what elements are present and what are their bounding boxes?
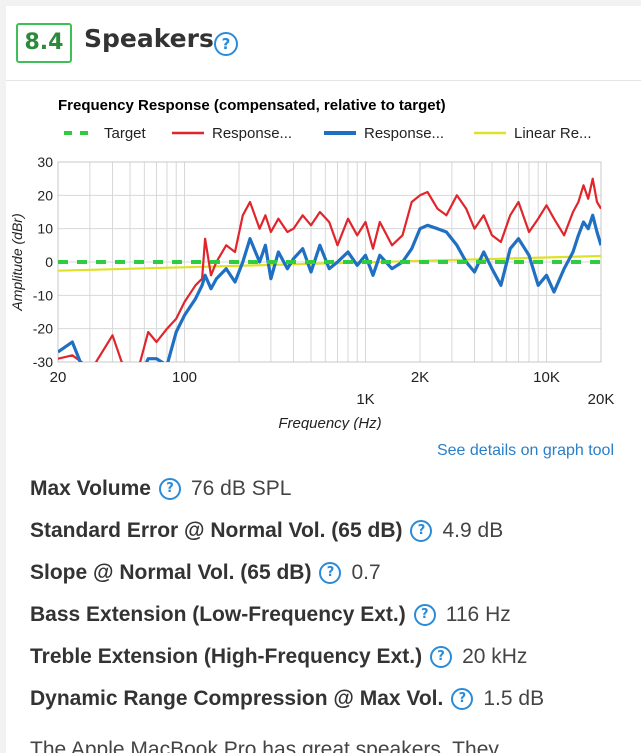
x-axis-ticks: 20 100 1K 2K 10K 20K — [50, 369, 615, 408]
x-tick-label: 10K — [533, 369, 560, 386]
legend-label: Linear Re... — [514, 125, 592, 142]
x-tick-label: 2K — [411, 369, 429, 386]
y-tick-label: -30 — [33, 354, 53, 370]
description-text: The Apple MacBook Pro has great speakers… — [30, 738, 499, 753]
stat-label: Max Volume — [30, 477, 151, 500]
frequency-response-chart: Frequency Response (compensated, relativ… — [6, 90, 641, 432]
x-tick-label: 20 — [50, 369, 67, 386]
y-tick-label: 0 — [45, 254, 53, 270]
y-axis-ticks: 30 20 10 0 -10 -20 -30 — [33, 154, 53, 370]
stat-standard-error: Standard Error @ Normal Vol. (65 dB)? 4.9… — [30, 510, 630, 552]
y-tick-label: 30 — [37, 154, 53, 170]
stat-slope: Slope @ Normal Vol. (65 dB)? 0.7 — [30, 552, 630, 594]
question-circle-icon[interactable]: ? — [214, 32, 238, 56]
stat-label: Dynamic Range Compression @ Max Vol. — [30, 687, 444, 710]
stat-bass-extension: Bass Extension (Low-Frequency Ext.)? 116 … — [30, 594, 630, 636]
stat-max-volume: Max Volume? 76 dB SPL — [30, 468, 630, 510]
question-circle-icon[interactable]: ? — [451, 688, 474, 710]
question-circle-icon[interactable]: ? — [410, 520, 433, 542]
legend-label: Response... — [364, 125, 444, 142]
stat-value: 20 kHz — [462, 645, 528, 668]
question-circle-icon[interactable]: ? — [430, 646, 453, 668]
stat-treble-extension: Treble Extension (High-Frequency Ext.)? 2… — [30, 636, 630, 678]
legend-label: Response... — [212, 125, 292, 142]
y-tick-label: -20 — [33, 321, 53, 337]
stat-value: 116 Hz — [445, 603, 511, 626]
speakers-card: 8.4 Speakers ? Frequency Response (compe… — [6, 6, 641, 753]
chart-series — [58, 177, 601, 362]
chart-legend: Target Response... Response... Linear Re... — [64, 125, 592, 142]
stat-value: 0.7 — [351, 561, 381, 584]
chart-title: Frequency Response (compensated, relativ… — [58, 97, 446, 114]
stats-list: Max Volume? 76 dB SPL Standard Error @ No… — [30, 468, 630, 720]
chart-svg: Frequency Response (compensated, relativ… — [9, 97, 615, 432]
score-badge: 8.4 — [16, 23, 72, 63]
see-details-link[interactable]: See details on graph tool — [436, 442, 614, 459]
stat-label: Bass Extension (Low-Frequency Ext.) — [30, 603, 406, 626]
x-tick-label: 20K — [588, 391, 615, 408]
section-title: Speakers — [84, 24, 214, 53]
stat-label: Treble Extension (High-Frequency Ext.) — [30, 645, 423, 668]
x-tick-label: 1K — [356, 391, 374, 408]
y-tick-label: 20 — [37, 187, 53, 203]
stat-dynamic-range-compression: Dynamic Range Compression @ Max Vol.? 1.5… — [30, 678, 630, 720]
question-circle-icon[interactable]: ? — [413, 604, 436, 626]
y-tick-label: 10 — [37, 221, 53, 237]
section-header: 8.4 Speakers ? — [6, 6, 641, 81]
question-circle-icon[interactable]: ? — [158, 478, 181, 500]
stat-value: 4.9 dB — [442, 519, 504, 542]
stat-value: 76 dB SPL — [190, 477, 292, 500]
stat-label: Slope @ Normal Vol. (65 dB) — [30, 561, 312, 584]
y-tick-label: -10 — [33, 287, 53, 303]
stat-label: Standard Error @ Normal Vol. (65 dB) — [30, 519, 403, 542]
legend-label: Target — [104, 125, 147, 142]
x-tick-label: 100 — [172, 369, 197, 386]
question-circle-icon[interactable]: ? — [319, 562, 342, 584]
series-line-1 — [58, 177, 601, 362]
x-axis-label: Frequency (Hz) — [278, 415, 381, 430]
y-axis-label: Amplitude (dBr) — [9, 213, 25, 311]
series-line-2 — [58, 213, 601, 362]
stat-value: 1.5 dB — [483, 687, 545, 710]
